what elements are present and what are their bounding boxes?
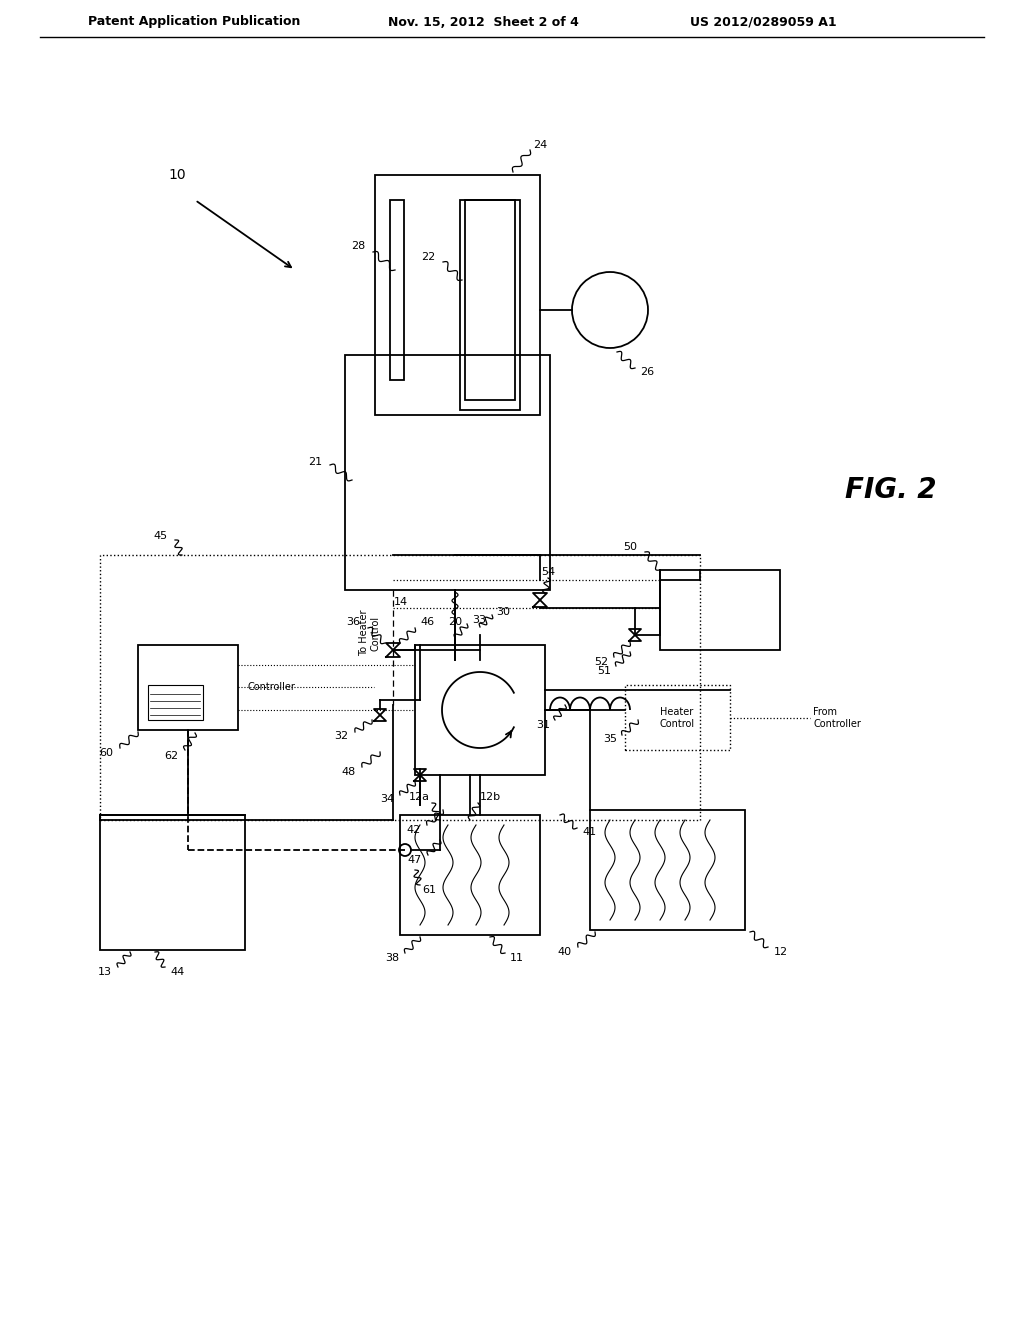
- Text: 10: 10: [168, 168, 185, 182]
- Text: To Heater
Control: To Heater Control: [359, 610, 381, 656]
- Text: 54: 54: [541, 568, 555, 577]
- Bar: [345, 355, 550, 590]
- Text: 12: 12: [774, 946, 788, 957]
- Text: Patent Application Publication: Patent Application Publication: [88, 16, 300, 29]
- Text: 44: 44: [170, 968, 184, 977]
- Bar: [100, 814, 245, 950]
- Text: 32: 32: [334, 731, 348, 741]
- Text: 60: 60: [99, 748, 113, 758]
- Text: 21: 21: [308, 457, 322, 467]
- Text: 33: 33: [472, 615, 486, 624]
- Text: US 2012/0289059 A1: US 2012/0289059 A1: [690, 16, 837, 29]
- Text: 45: 45: [154, 531, 168, 541]
- Text: 11: 11: [510, 953, 524, 964]
- Text: 52: 52: [594, 657, 608, 667]
- Text: 48: 48: [342, 767, 356, 777]
- Text: 14: 14: [394, 597, 408, 607]
- Bar: [138, 645, 238, 730]
- Text: 41: 41: [582, 828, 596, 837]
- Bar: [590, 810, 745, 931]
- Text: Heater
Control: Heater Control: [659, 708, 694, 729]
- Text: 12b: 12b: [480, 792, 501, 803]
- Text: 35: 35: [603, 734, 617, 744]
- Text: 24: 24: [534, 140, 547, 150]
- Text: 30: 30: [496, 607, 510, 616]
- Text: 61: 61: [422, 884, 436, 895]
- Text: 40: 40: [558, 946, 572, 957]
- Bar: [390, 201, 404, 380]
- Bar: [415, 645, 545, 775]
- Text: 46: 46: [420, 616, 434, 627]
- Bar: [625, 685, 730, 750]
- Text: Controller: Controller: [248, 682, 296, 692]
- Text: 31: 31: [536, 719, 550, 730]
- Text: From
Controller: From Controller: [813, 708, 861, 729]
- Text: 38: 38: [385, 953, 399, 964]
- Text: 51: 51: [597, 667, 611, 676]
- Text: 26: 26: [640, 367, 654, 378]
- Bar: [375, 176, 540, 414]
- Bar: [100, 554, 700, 820]
- Text: FIG. 2: FIG. 2: [845, 477, 937, 504]
- Text: 47: 47: [408, 855, 422, 865]
- Text: Nov. 15, 2012  Sheet 2 of 4: Nov. 15, 2012 Sheet 2 of 4: [388, 16, 579, 29]
- Text: 12a: 12a: [409, 792, 430, 803]
- Bar: [148, 685, 203, 719]
- Text: 50: 50: [623, 543, 637, 552]
- Bar: [465, 201, 515, 400]
- Text: 13: 13: [98, 968, 112, 977]
- Text: 28: 28: [351, 242, 365, 251]
- Bar: [400, 814, 540, 935]
- Bar: [460, 201, 520, 411]
- Text: 20: 20: [447, 616, 462, 627]
- Text: 36: 36: [346, 616, 360, 627]
- Text: 22: 22: [421, 252, 435, 261]
- Text: 42: 42: [407, 825, 421, 836]
- Text: 62: 62: [164, 751, 178, 762]
- Bar: [660, 570, 780, 649]
- Text: 34: 34: [380, 795, 394, 804]
